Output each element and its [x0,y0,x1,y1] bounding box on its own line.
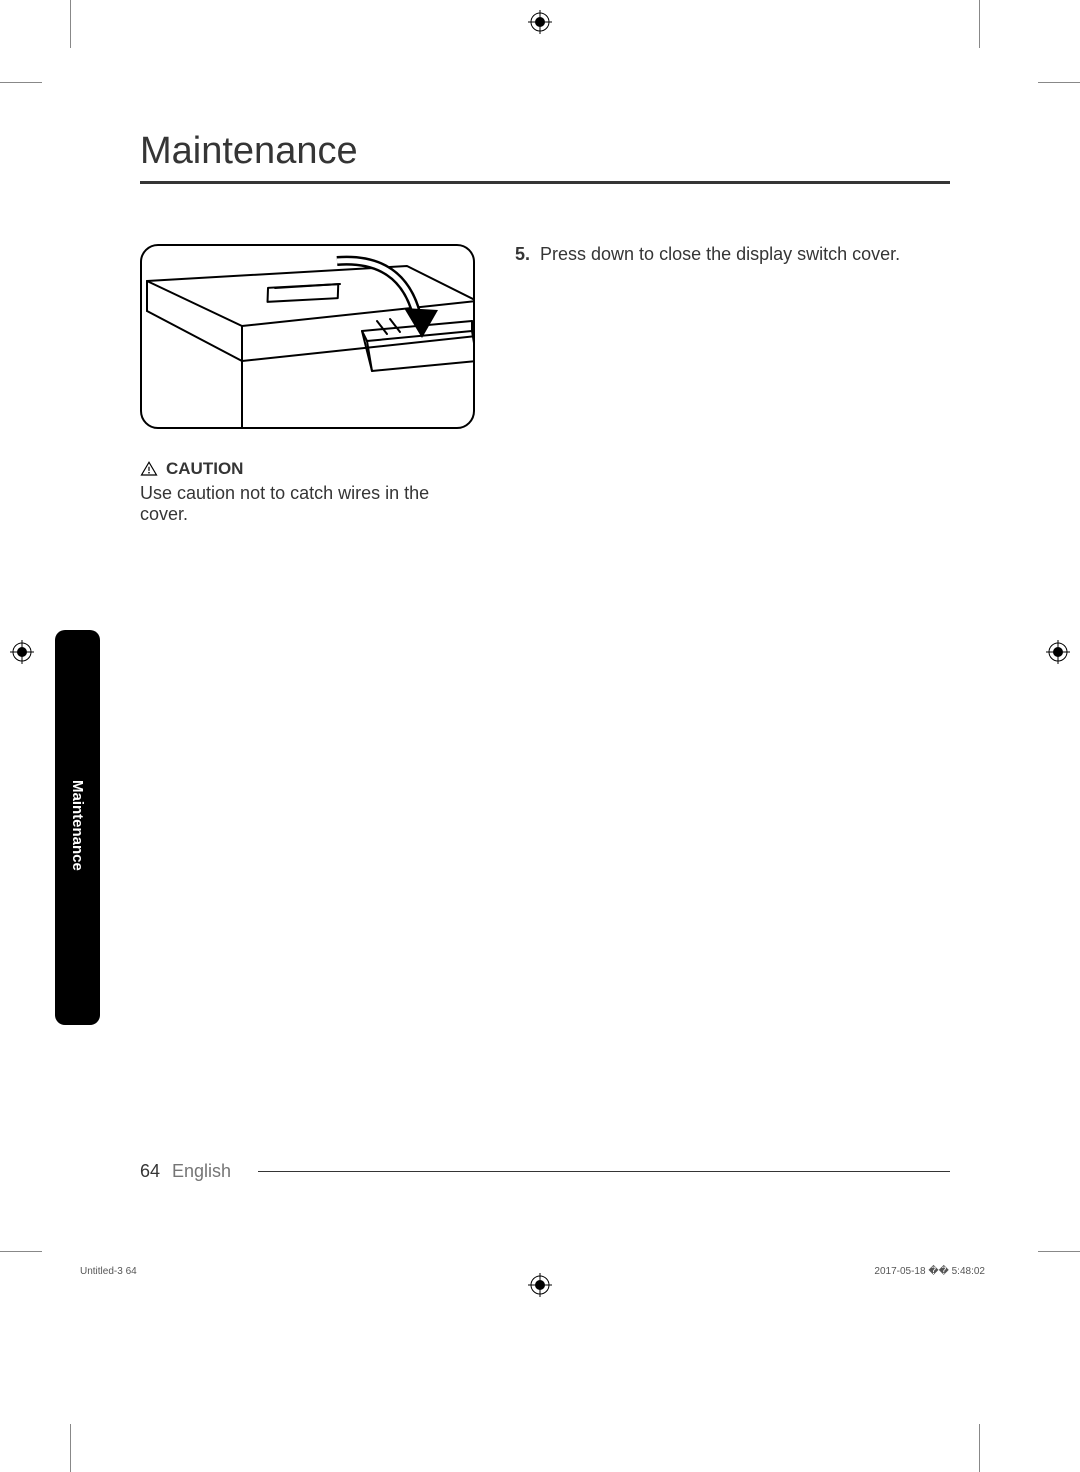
caution-row: CAUTION [140,459,475,479]
section-side-tab: Maintenance [55,630,100,1025]
page-number: 64 [140,1161,160,1182]
section-title: Maintenance [140,130,950,184]
step-text: Press down to close the display switch c… [540,244,900,265]
page-footer: 64 English [140,1161,950,1182]
side-tab-label: Maintenance [69,780,86,871]
registration-mark-icon [1046,640,1070,664]
left-column: CAUTION Use caution not to catch wires i… [140,244,475,525]
instruction-illustration [140,244,475,429]
step-item: 5. Press down to close the display switc… [515,244,950,265]
page-language: English [172,1161,231,1182]
crop-mark [70,1424,71,1472]
caution-label: CAUTION [166,459,243,479]
crop-mark [70,0,71,48]
print-meta-left: Untitled-3 64 [80,1266,137,1277]
crop-mark [0,82,42,83]
crop-mark [979,0,980,48]
footer-rule [258,1171,950,1172]
print-meta-right: 2017-05-18 �� 5:48:02 [874,1266,985,1277]
crop-mark [1038,1251,1080,1252]
crop-mark [0,1251,42,1252]
step-number: 5. [515,244,530,265]
warning-triangle-icon [140,460,158,478]
caution-text: Use caution not to catch wires in the co… [140,483,475,525]
registration-mark-icon [528,10,552,34]
registration-mark-icon [10,640,34,664]
crop-mark [979,1424,980,1472]
right-column: 5. Press down to close the display switc… [515,244,950,525]
crop-mark [1038,82,1080,83]
